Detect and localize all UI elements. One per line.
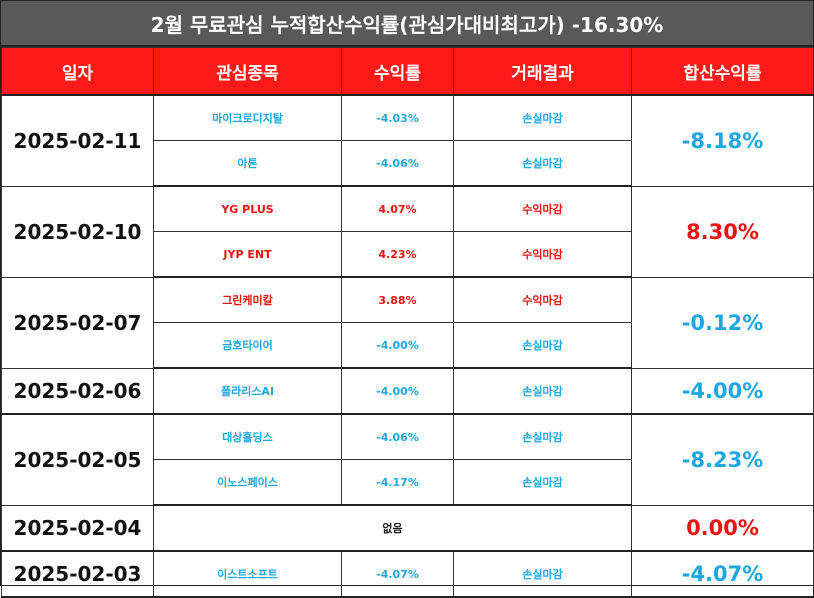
date-cell: 2025-02-04	[1, 504, 154, 552]
header-total: 합산수익률	[631, 47, 814, 96]
stock-name-cell: 금호타이어	[153, 322, 342, 369]
table-row: 2025-02-07 그린케미칼 3.88% 수익마감 -0.12%	[1, 276, 814, 369]
page-title: 2월 무료관심 누적합산수익률(관심가대비최고가) -16.30%	[1, 1, 813, 47]
date-cell: 2025-02-03	[1, 550, 154, 598]
rate-cell: 4.23%	[341, 231, 454, 278]
result-cell: 손실마감	[453, 94, 632, 141]
table-row: 2025-02-03 이스트소프트 -4.07% 손실마감 -4.07%	[1, 550, 814, 598]
header-date: 일자	[1, 47, 154, 96]
table-row: JYP ENT 4.23% 수익마감	[2, 231, 814, 278]
table-row: 2025-02-05 대상홀딩스 -4.06% 손실마감 -8.23%	[1, 413, 814, 506]
no-stock-cell: 없음	[153, 504, 632, 552]
total-return-cell: -8.18%	[631, 94, 814, 187]
date-cell: 2025-02-11	[1, 94, 154, 187]
total-return-cell: -8.23%	[631, 413, 814, 506]
result-cell: 손실마감	[453, 459, 632, 506]
rate-cell: -4.06%	[341, 140, 454, 187]
total-return-cell: 0.00%	[631, 504, 814, 552]
table-row: 2025-02-06 폴라리스AI -4.00% 손실마감 -4.00%	[1, 367, 814, 415]
stock-name-cell: 폴라리스AI	[153, 367, 342, 415]
table-row: 아톤 -4.06% 손실마감	[2, 140, 814, 187]
rate-cell: -4.00%	[341, 367, 454, 415]
table-row: 금호타이어 -4.00% 손실마감	[2, 322, 814, 369]
table-row: 2025-02-10 YG PLUS 4.07% 수익마감 8.30%	[1, 185, 814, 278]
stock-name-cell: 그린케미칼	[153, 276, 342, 323]
result-cell: 손실마감	[453, 367, 632, 415]
result-cell: 수익마감	[453, 185, 632, 232]
result-cell: 수익마감	[453, 276, 632, 323]
date-cell: 2025-02-07	[1, 276, 154, 369]
rate-cell: -4.00%	[341, 322, 454, 369]
total-return-cell: 8.30%	[631, 185, 814, 278]
table-row: 이노스페이스 -4.17% 손실마감	[2, 459, 814, 506]
date-cell: 2025-02-05	[1, 413, 154, 506]
date-cell: 2025-02-10	[1, 185, 154, 278]
total-return-cell: -4.00%	[631, 367, 814, 415]
header-result: 거래결과	[453, 47, 632, 96]
returns-table: 일자 관심종목 수익률 거래결과 합산수익률 2025-02-11 마이크로디지탈…	[1, 47, 814, 598]
header-rate: 수익률	[341, 47, 454, 96]
rate-cell: 4.07%	[341, 185, 454, 232]
rate-cell: 3.88%	[341, 276, 454, 323]
stock-name-cell: 이스트소프트	[153, 550, 342, 598]
result-cell: 수익마감	[453, 231, 632, 278]
result-cell: 손실마감	[453, 140, 632, 187]
table-row: 2025-02-04 없음 0.00%	[1, 504, 814, 552]
result-cell: 손실마감	[453, 550, 632, 598]
table-body: 2025-02-11 마이크로디지탈 -4.03% 손실마감 -8.18% 아톤 -4.06…	[1, 94, 814, 598]
stock-name-cell: 대상홀딩스	[153, 413, 342, 460]
rate-cell: -4.17%	[341, 459, 454, 506]
result-cell: 손실마감	[453, 322, 632, 369]
total-return-cell: -4.07%	[631, 550, 814, 598]
stock-name-cell: 아톤	[153, 140, 342, 187]
header-stock: 관심종목	[153, 47, 342, 96]
result-cell: 손실마감	[453, 413, 632, 460]
rate-cell: -4.06%	[341, 413, 454, 460]
rate-cell: -4.03%	[341, 94, 454, 141]
date-cell: 2025-02-06	[1, 367, 154, 415]
total-return-cell: -0.12%	[631, 276, 814, 369]
stock-name-cell: 이노스페이스	[153, 459, 342, 506]
stock-name-cell: YG PLUS	[153, 185, 342, 232]
rate-cell: -4.07%	[341, 550, 454, 598]
stock-name-cell: JYP ENT	[153, 231, 342, 278]
table-row: 2025-02-11 마이크로디지탈 -4.03% 손실마감 -8.18%	[1, 94, 814, 187]
header-row: 일자 관심종목 수익률 거래결과 합산수익률	[1, 47, 814, 96]
stock-name-cell: 마이크로디지탈	[153, 94, 342, 141]
